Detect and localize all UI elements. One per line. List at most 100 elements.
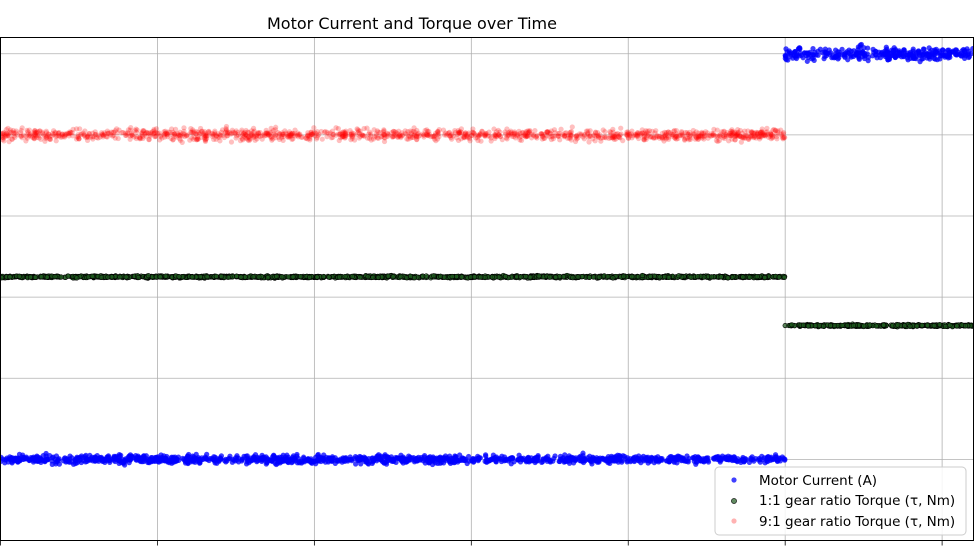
data-point [619,457,625,464]
data-point [287,132,294,138]
data-point [511,129,518,135]
data-point [322,128,328,135]
data-point [550,136,557,142]
data-point [724,130,730,136]
data-point [734,132,740,139]
data-point [704,130,711,136]
data-point [56,133,62,139]
data-point [656,135,663,141]
data-point [557,453,564,459]
data-point [73,136,80,142]
data-point [524,133,530,140]
data-point [177,129,183,135]
data-point [206,455,213,462]
data-point [87,457,93,463]
data-point [534,135,540,141]
data-point [923,52,929,59]
data-point [547,131,554,137]
data-point [299,134,305,140]
data-point [250,457,256,463]
data-point [223,123,230,130]
data-point [164,134,170,140]
data-point [350,130,357,136]
data-point [517,137,523,143]
data-point [396,133,402,139]
data-point [222,129,228,136]
data-point [757,129,764,136]
data-point [833,54,839,60]
data-point [28,133,34,139]
data-point [256,133,262,139]
data-point [128,124,134,131]
data-point [641,134,647,140]
data-point [511,130,517,136]
data-point [478,274,484,280]
data-point [764,129,770,135]
data-point [660,134,666,140]
data-point [34,457,41,464]
data-point [782,52,788,59]
data-point [762,131,769,138]
data-point [223,127,230,133]
data-point [662,132,668,138]
data-point [540,133,546,139]
data-point [158,452,164,458]
data-point [497,129,503,135]
data-point [157,274,163,280]
data-point [816,322,823,329]
data-point [416,132,423,138]
data-point [931,323,937,329]
data-point [159,456,165,462]
data-point [549,133,555,139]
data-point [342,273,348,280]
data-point [215,131,221,137]
data-point [732,133,738,139]
data-point [720,135,726,141]
data-point [328,135,335,141]
data-point [45,131,52,137]
data-point [656,133,662,139]
data-point [827,51,833,57]
data-point [324,129,330,135]
data-point [706,132,712,138]
data-point [306,457,313,464]
data-point [687,135,693,141]
data-point [224,130,230,136]
data-point [693,461,699,467]
data-point [146,136,152,143]
data-point [321,129,328,135]
data-point [342,132,348,139]
data-point [67,453,73,459]
data-point [643,132,649,138]
data-point [657,274,663,280]
data-point [851,48,857,54]
data-point [747,274,753,280]
data-point [340,455,346,461]
data-point [602,133,608,139]
data-point [695,136,701,143]
data-point [580,457,586,463]
data-point [733,133,739,139]
data-point [884,49,890,56]
data-point [370,136,377,142]
data-point [567,132,573,138]
legend-marker-motor-current [731,477,737,483]
data-point [616,134,622,140]
axes-frame [0,37,974,541]
data-point [686,133,693,139]
data-point [108,132,114,138]
data-point [330,131,336,137]
data-point [355,456,361,462]
data-point [489,274,495,280]
data-point [44,132,50,139]
data-point [511,131,518,137]
data-point [157,133,164,139]
data-point [405,128,411,135]
data-point [259,136,265,142]
data-point [8,129,14,135]
data-point [374,456,381,462]
data-point [390,274,396,280]
data-point [574,132,580,138]
data-point [104,128,111,134]
data-point [790,55,796,61]
